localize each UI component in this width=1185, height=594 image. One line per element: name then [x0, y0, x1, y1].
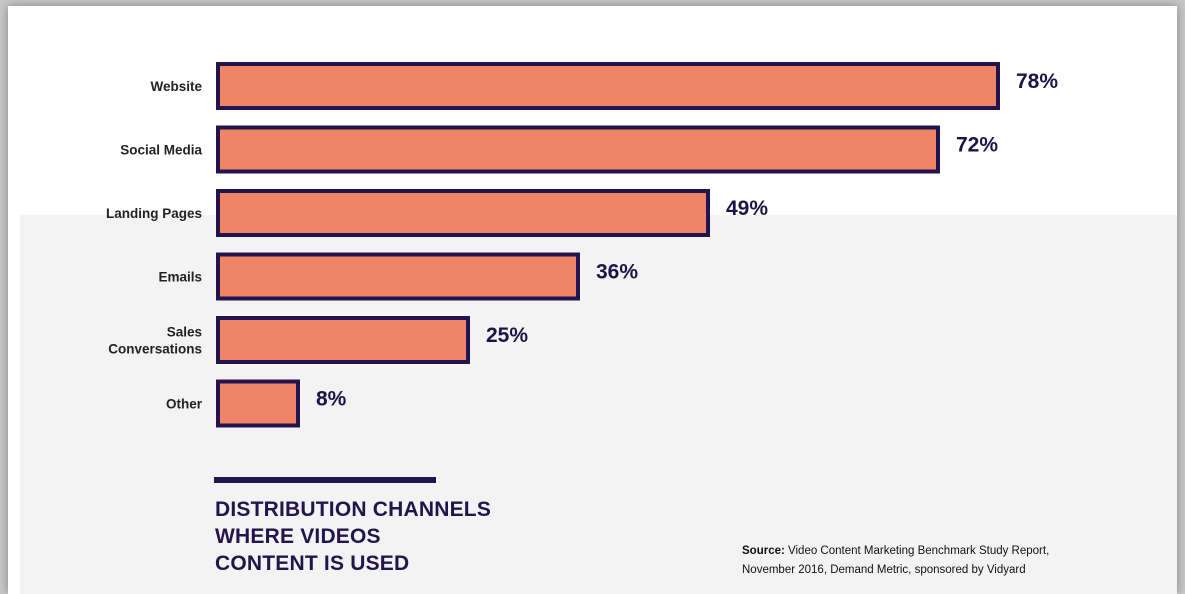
category-label: Landing Pages	[106, 206, 202, 221]
chart-title-line-1: DISTRIBUTION CHANNELS	[215, 498, 492, 521]
category-label: Emails	[158, 270, 202, 285]
chart-title-line-3: CONTENT IS USED	[215, 552, 410, 575]
chart-frame: Website 78% Social Media 72% Landing Pages 49…	[8, 6, 1177, 594]
source-label: Source:	[742, 545, 785, 557]
category-label: Website	[150, 79, 202, 94]
bar-website	[216, 62, 1000, 110]
chart-title: DISTRIBUTION CHANNELS WHERE VIDEOS CONTE…	[215, 496, 635, 577]
bar-other	[216, 379, 300, 428]
value-label: 36%	[596, 261, 638, 284]
category-label: Conversations	[108, 342, 202, 357]
category-label: Other	[166, 397, 203, 412]
source-note: Source: Video Content Marketing Benchmar…	[742, 542, 1172, 580]
value-label: 25%	[486, 324, 528, 347]
source-line-1: Video Content Marketing Benchmark Study …	[788, 545, 1050, 557]
bar-chart: Website 78% Social Media 72% Landing Pages 49…	[106, 62, 1058, 428]
category-label: Social Media	[120, 143, 202, 158]
source-line-2: November 2016, Demand Metric, sponsored …	[742, 564, 1026, 576]
value-label: 8%	[316, 388, 347, 411]
title-rule	[214, 477, 436, 483]
bar-landing-pages	[216, 189, 710, 237]
chart-title-line-2: WHERE VIDEOS	[215, 525, 381, 548]
background-band	[20, 215, 1177, 594]
value-label: 72%	[956, 134, 998, 157]
bar-emails	[216, 252, 580, 301]
bar-sales-conversations	[216, 316, 470, 364]
value-label: 49%	[726, 197, 768, 220]
value-label: 78%	[1016, 70, 1058, 93]
category-label: Sales	[167, 325, 202, 340]
bar-social-media	[216, 125, 940, 174]
